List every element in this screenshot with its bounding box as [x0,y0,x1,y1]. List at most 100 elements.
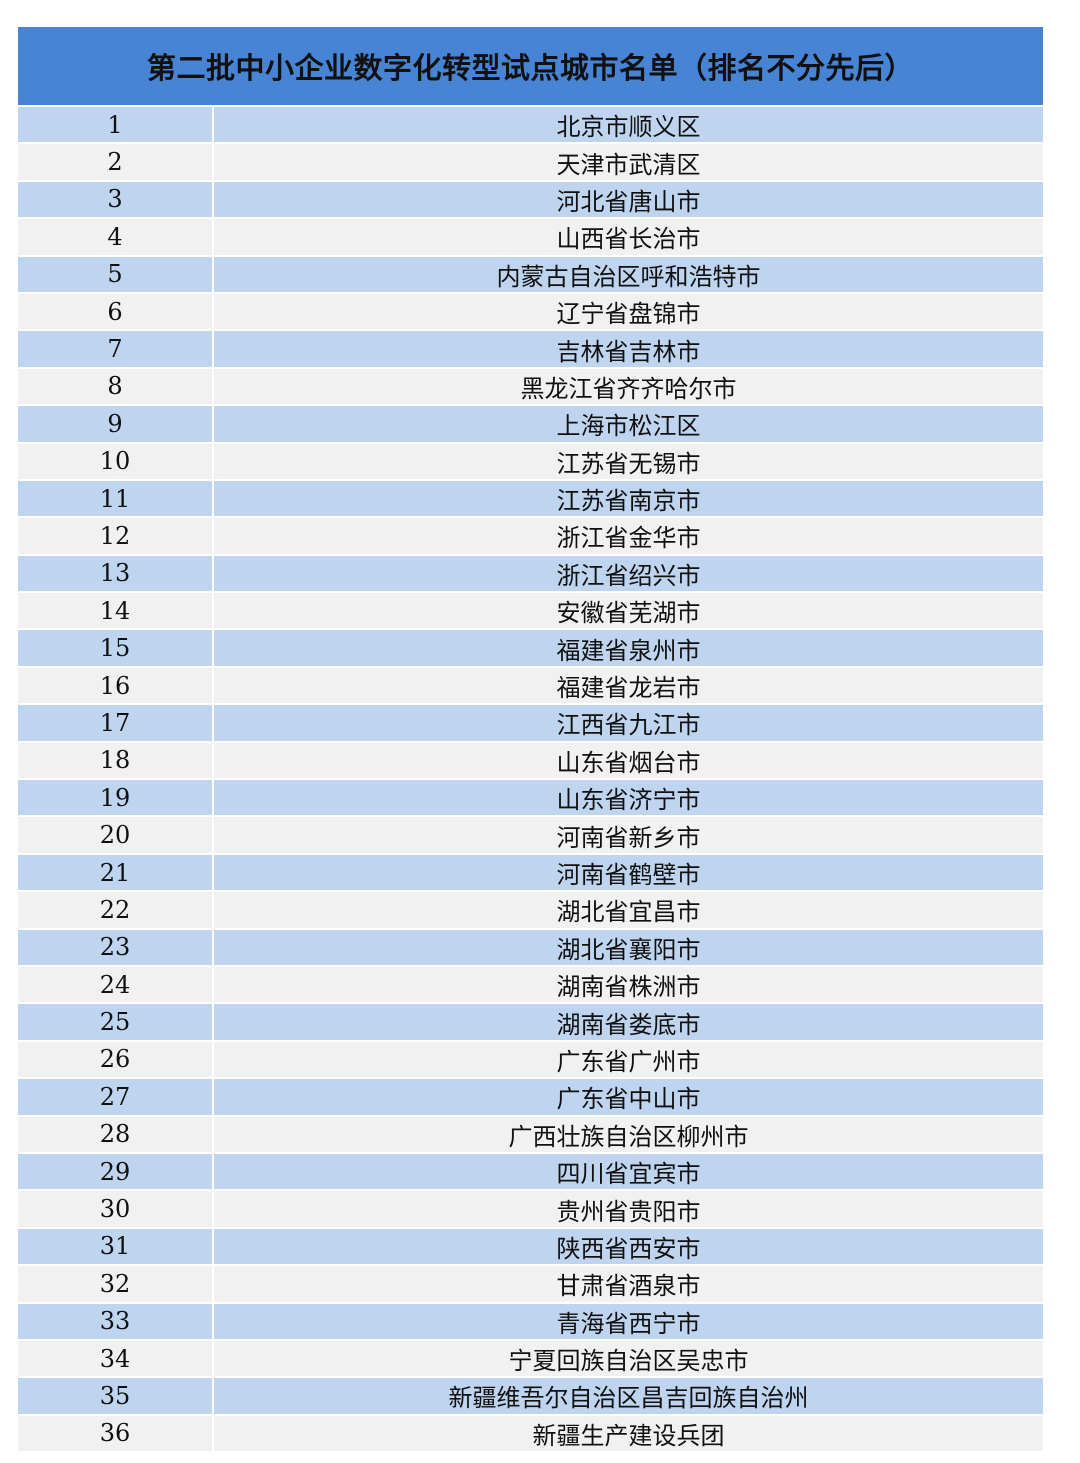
table-row: 31 陕西省西安市 [18,1228,1043,1265]
table-row: 25 湖南省娄底市 [18,1004,1043,1040]
city-name: 湖北省襄阳市 [214,929,1043,965]
city-name: 山西省长治市 [214,219,1043,255]
table-row: 21 河南省鹤壁市 [18,854,1043,891]
table-row: 27 广东省中山市 [18,1079,1043,1115]
row-number: 20 [18,817,212,853]
table-row: 30 贵州省贵阳市 [18,1191,1043,1227]
row-number: 36 [18,1415,212,1452]
city-name: 宁夏回族自治区吴忠市 [214,1340,1043,1377]
city-name: 福建省龙岩市 [214,667,1043,704]
city-name: 江苏省南京市 [214,480,1043,517]
table-row: 7 吉林省吉林市 [18,331,1043,367]
table-row: 23 湖北省襄阳市 [18,929,1043,965]
table-row: 18 山东省烟台市 [18,742,1043,779]
city-name: 四川省宜宾市 [214,1153,1043,1190]
table-row: 5 内蒙古自治区呼和浩特市 [18,256,1043,292]
row-number: 14 [18,593,212,629]
table-row: 9 上海市松江区 [18,406,1043,442]
city-name: 新疆生产建设兵团 [214,1415,1043,1452]
city-name: 甘肃省酒泉市 [214,1266,1043,1302]
row-number: 13 [18,555,212,592]
city-name: 河北省唐山市 [214,181,1043,218]
city-name: 浙江省绍兴市 [214,555,1043,592]
row-number: 29 [18,1153,212,1190]
table-row: 14 安徽省芜湖市 [18,593,1043,629]
table-row: 34 宁夏回族自治区吴忠市 [18,1340,1043,1377]
table-row: 1 北京市顺义区 [18,107,1043,143]
city-name: 新疆维吾尔自治区昌吉回族自治州 [214,1378,1043,1414]
table-row: 28 广西壮族自治区柳州市 [18,1116,1043,1152]
table-row: 32 甘肃省酒泉市 [18,1266,1043,1302]
table-row: 10 江苏省无锡市 [18,443,1043,479]
city-name: 福建省泉州市 [214,630,1043,666]
table-row: 4 山西省长治市 [18,219,1043,255]
row-number: 25 [18,1004,212,1040]
row-number: 15 [18,630,212,666]
city-name: 湖南省株洲市 [214,966,1043,1003]
table-row: 15 福建省泉州市 [18,630,1043,666]
row-number: 2 [18,144,212,180]
city-name: 河南省新乡市 [214,817,1043,853]
table-row: 6 辽宁省盘锦市 [18,293,1043,330]
row-number: 32 [18,1266,212,1302]
row-number: 19 [18,780,212,816]
city-name: 青海省西宁市 [214,1303,1043,1339]
row-number: 34 [18,1340,212,1377]
table-row: 11 江苏省南京市 [18,480,1043,517]
table-title: 第二批中小企业数字化转型试点城市名单（排名不分先后） [18,27,1043,105]
row-number: 9 [18,406,212,442]
row-number: 21 [18,854,212,891]
row-number: 8 [18,368,212,405]
city-name: 辽宁省盘锦市 [214,293,1043,330]
city-name: 广西壮族自治区柳州市 [214,1116,1043,1152]
city-name: 山东省济宁市 [214,780,1043,816]
city-name: 湖北省宜昌市 [214,892,1043,928]
row-number: 11 [18,480,212,517]
table-row: 29 四川省宜宾市 [18,1153,1043,1190]
table-row: 35 新疆维吾尔自治区昌吉回族自治州 [18,1378,1043,1414]
pilot-city-table: 第二批中小企业数字化转型试点城市名单（排名不分先后） 1 北京市顺义区 2 天津市武清… [18,27,1043,1453]
city-name: 北京市顺义区 [214,107,1043,143]
table-row: 12 浙江省金华市 [18,518,1043,554]
row-number: 35 [18,1378,212,1414]
table-row: 19 山东省济宁市 [18,780,1043,816]
table-row: 17 江西省九江市 [18,705,1043,741]
table-row: 36 新疆生产建设兵团 [18,1415,1043,1452]
city-name: 湖南省娄底市 [214,1004,1043,1040]
city-name: 山东省烟台市 [214,742,1043,779]
city-name: 陕西省西安市 [214,1228,1043,1265]
city-name: 上海市松江区 [214,406,1043,442]
row-number: 31 [18,1228,212,1265]
row-number: 30 [18,1191,212,1227]
table-row: 20 河南省新乡市 [18,817,1043,853]
row-number: 5 [18,256,212,292]
row-number: 16 [18,667,212,704]
row-number: 6 [18,293,212,330]
row-number: 18 [18,742,212,779]
table-row: 16 福建省龙岩市 [18,667,1043,704]
row-number: 7 [18,331,212,367]
row-number: 23 [18,929,212,965]
row-number: 27 [18,1079,212,1115]
row-number: 10 [18,443,212,479]
table-row: 24 湖南省株洲市 [18,966,1043,1003]
city-name: 天津市武清区 [214,144,1043,180]
table-row: 8 黑龙江省齐齐哈尔市 [18,368,1043,405]
row-number: 28 [18,1116,212,1152]
city-name: 广东省中山市 [214,1079,1043,1115]
table-row: 33 青海省西宁市 [18,1303,1043,1339]
table-row: 13 浙江省绍兴市 [18,555,1043,592]
row-number: 4 [18,219,212,255]
row-number: 17 [18,705,212,741]
table-row: 3 河北省唐山市 [18,181,1043,218]
city-name: 贵州省贵阳市 [214,1191,1043,1227]
row-number: 26 [18,1041,212,1078]
row-number: 12 [18,518,212,554]
table-row: 22 湖北省宜昌市 [18,892,1043,928]
city-name: 江苏省无锡市 [214,443,1043,479]
city-name: 黑龙江省齐齐哈尔市 [214,368,1043,405]
city-name: 广东省广州市 [214,1041,1043,1078]
city-name: 吉林省吉林市 [214,331,1043,367]
city-name: 安徽省芜湖市 [214,593,1043,629]
city-name: 河南省鹤壁市 [214,854,1043,891]
